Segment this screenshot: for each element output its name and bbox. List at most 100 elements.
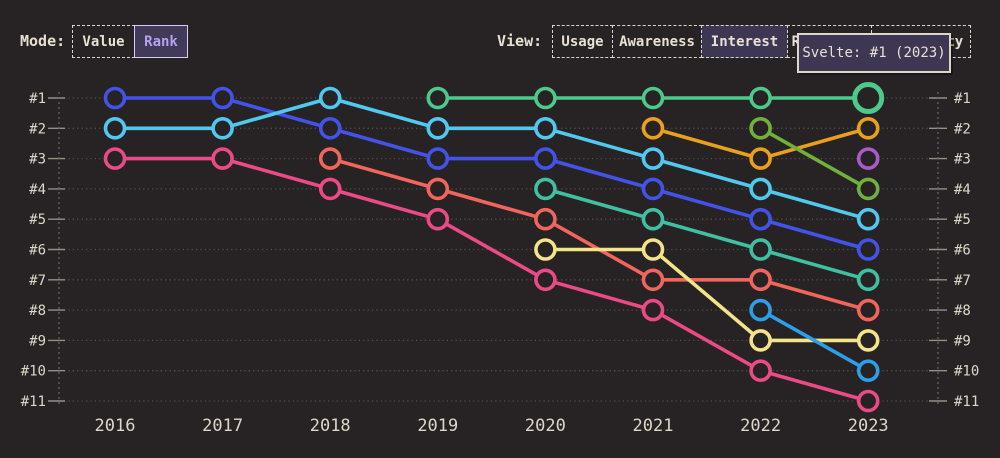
data-point[interactable] bbox=[534, 268, 557, 292]
data-point[interactable] bbox=[749, 147, 772, 170]
data-point[interactable] bbox=[856, 177, 880, 201]
data-point[interactable] bbox=[426, 147, 450, 170]
azure-line bbox=[758, 308, 871, 373]
data-point[interactable] bbox=[641, 298, 665, 322]
rank-label-left: #2 bbox=[29, 121, 46, 137]
data-point[interactable] bbox=[749, 177, 772, 201]
year-label: 2020 bbox=[525, 416, 566, 436]
data-point[interactable] bbox=[426, 86, 450, 110]
data-point[interactable] bbox=[641, 177, 665, 201]
olive-line bbox=[758, 126, 871, 191]
data-point[interactable] bbox=[534, 147, 557, 170]
data-point[interactable] bbox=[534, 117, 557, 140]
data-point[interactable] bbox=[318, 86, 342, 110]
rank-label-right: #8 bbox=[954, 303, 971, 319]
rank-label-left: #11 bbox=[21, 394, 46, 410]
data-point[interactable] bbox=[211, 117, 234, 140]
rank-label-left: #10 bbox=[21, 364, 46, 380]
rank-label-left: #5 bbox=[29, 212, 46, 228]
year-label: 2022 bbox=[740, 416, 781, 436]
rank-label-right: #1 bbox=[954, 91, 971, 107]
data-point[interactable] bbox=[749, 298, 772, 322]
rank-label-left: #7 bbox=[29, 273, 46, 289]
rank-label-right: #9 bbox=[954, 333, 971, 349]
data-point[interactable] bbox=[641, 207, 665, 231]
rank-label-right: #7 bbox=[954, 273, 971, 289]
blue-line bbox=[113, 96, 871, 252]
mode-label: Mode: bbox=[20, 32, 66, 50]
data-point[interactable] bbox=[426, 207, 450, 231]
data-point[interactable] bbox=[856, 207, 880, 231]
data-point[interactable] bbox=[856, 359, 880, 383]
rank-label-right: #2 bbox=[954, 121, 971, 137]
data-point[interactable] bbox=[641, 86, 665, 110]
view-usage-button[interactable]: Usage bbox=[552, 25, 613, 58]
rank-label-left: #1 bbox=[29, 91, 46, 107]
rank-label-right: #6 bbox=[954, 243, 971, 259]
data-point[interactable] bbox=[211, 147, 234, 170]
data-point[interactable] bbox=[534, 207, 557, 231]
data-point[interactable] bbox=[749, 359, 772, 383]
data-point[interactable] bbox=[856, 147, 880, 170]
data-point[interactable] bbox=[749, 329, 772, 352]
year-label: 2019 bbox=[417, 416, 458, 436]
rank-label-left: #4 bbox=[29, 182, 46, 198]
data-point[interactable] bbox=[318, 147, 342, 170]
year-label: 2021 bbox=[633, 416, 674, 436]
view-awareness-button[interactable]: Awareness bbox=[612, 25, 702, 58]
data-point[interactable] bbox=[856, 298, 880, 322]
data-point[interactable] bbox=[318, 117, 342, 140]
year-label: 2016 bbox=[95, 416, 136, 436]
data-point[interactable] bbox=[641, 117, 665, 140]
data-point[interactable] bbox=[749, 207, 772, 231]
data-point[interactable] bbox=[749, 238, 772, 261]
rank-label-right: #10 bbox=[954, 364, 979, 380]
rank-label-left: #6 bbox=[29, 243, 46, 259]
rank-label-right: #3 bbox=[954, 152, 971, 168]
rank-label-left: #9 bbox=[29, 333, 46, 349]
tooltip-text: Svelte: #1 (2023) bbox=[802, 45, 946, 61]
data-point[interactable] bbox=[856, 117, 880, 140]
svelte-rank-tooltip: Svelte: #1 (2023) bbox=[797, 33, 951, 73]
rank-label-right: #5 bbox=[954, 212, 971, 228]
year-label: 2023 bbox=[848, 416, 889, 436]
data-point[interactable] bbox=[856, 389, 880, 413]
year-label: 2017 bbox=[202, 416, 243, 436]
rank-label-right: #11 bbox=[954, 394, 979, 410]
data-point[interactable] bbox=[641, 147, 665, 170]
data-point[interactable] bbox=[426, 117, 450, 140]
view-interest-button[interactable]: Interest bbox=[701, 25, 788, 58]
rank-label-left: #3 bbox=[29, 152, 46, 168]
data-point[interactable] bbox=[534, 177, 557, 201]
year-label: 2018 bbox=[310, 416, 351, 436]
mode-toggle: Value Rank bbox=[72, 25, 188, 58]
data-point[interactable] bbox=[856, 329, 880, 352]
cyan-line bbox=[113, 96, 871, 221]
data-point[interactable] bbox=[318, 177, 342, 201]
data-point[interactable] bbox=[103, 86, 127, 110]
rank-label-right: #4 bbox=[954, 182, 971, 198]
data-point[interactable] bbox=[749, 268, 772, 292]
data-point[interactable] bbox=[211, 86, 234, 110]
rank-label-left: #8 bbox=[29, 303, 46, 319]
data-point[interactable] bbox=[749, 86, 772, 110]
data-point[interactable] bbox=[856, 268, 880, 292]
mode-value-button[interactable]: Value bbox=[72, 25, 135, 58]
data-point[interactable] bbox=[641, 238, 665, 261]
pink-line bbox=[113, 156, 871, 403]
highlighted-data-point[interactable] bbox=[852, 82, 885, 114]
data-point[interactable] bbox=[749, 117, 772, 140]
coral-line bbox=[328, 156, 871, 312]
data-point[interactable] bbox=[426, 177, 450, 201]
data-point[interactable] bbox=[856, 238, 880, 261]
data-point[interactable] bbox=[534, 238, 557, 261]
data-point[interactable] bbox=[641, 268, 665, 292]
teal-line bbox=[543, 187, 871, 282]
data-point[interactable] bbox=[534, 86, 557, 110]
view-label: View: bbox=[497, 32, 543, 50]
data-point[interactable] bbox=[103, 117, 127, 140]
mode-rank-button[interactable]: Rank bbox=[134, 25, 188, 58]
data-point[interactable] bbox=[103, 147, 127, 170]
